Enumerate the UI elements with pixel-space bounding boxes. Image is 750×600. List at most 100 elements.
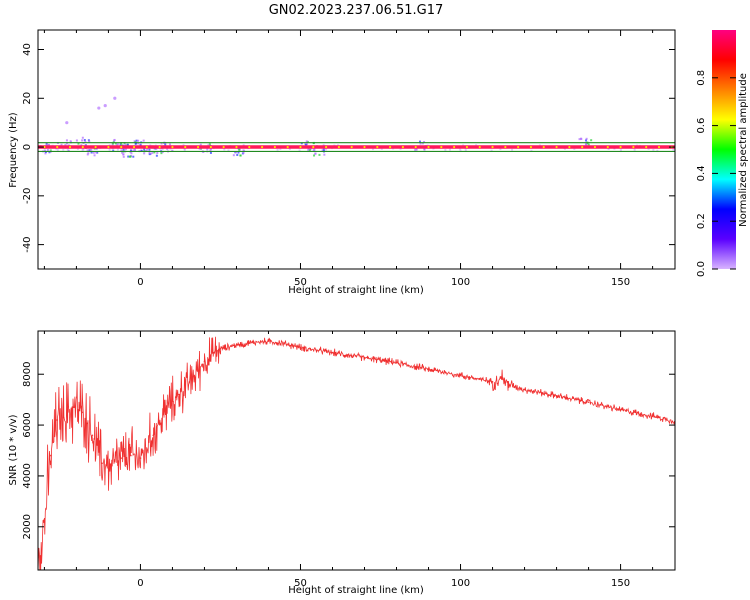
spectrogram-cell (656, 149, 659, 152)
spectrogram-cell (92, 151, 95, 154)
spectrogram-cell (307, 148, 310, 151)
trace-marker (209, 145, 212, 149)
spectrogram-cell (108, 148, 111, 151)
spectrogram-cell (499, 148, 502, 151)
colorbar-tick-label: 0.6 (696, 118, 707, 134)
trace-marker (453, 145, 456, 149)
spectrogram-cell (413, 148, 416, 151)
snr-x-tick-label: 100 (451, 578, 470, 589)
trace-marker (196, 145, 200, 149)
spectrogram-cell (143, 148, 146, 151)
spectrogram-y-tick-label: -40 (22, 236, 33, 252)
trace-marker (171, 145, 174, 149)
colorbar-bar (712, 30, 736, 269)
spectrogram-cell (65, 139, 68, 142)
snr-data-point (62, 416, 65, 419)
spectrogram-cell (80, 144, 83, 147)
spectrogram-x-tick-label: 50 (294, 277, 307, 288)
snr-data-point (331, 351, 334, 354)
snr-data-point (491, 381, 494, 383)
trace-marker (299, 145, 302, 149)
spectrogram-cell (183, 148, 186, 151)
trace-marker (286, 145, 289, 149)
spectrogram-cell (607, 147, 610, 150)
trace-marker (593, 145, 597, 149)
spectrogram-cell (322, 149, 325, 152)
spectrogram-cell (108, 144, 111, 147)
spectrogram-cell (647, 147, 650, 150)
snr-data-point (555, 395, 558, 397)
spectrogram-cell (47, 144, 50, 147)
spectrogram-cell (235, 151, 238, 154)
spectrogram-cell (93, 154, 96, 157)
colorbar-tick-label: 0.4 (696, 165, 707, 181)
trace-marker (324, 145, 328, 149)
spectrogram-cell (619, 149, 622, 152)
trace-marker (363, 145, 366, 149)
snr-y-tick-label: 8000 (22, 361, 33, 386)
spectrogram-cell (126, 143, 129, 146)
spectrogram-cell (164, 143, 167, 146)
spectrogram-cell (304, 143, 307, 146)
spectrogram-cell (124, 143, 127, 146)
spectrogram-cell (134, 142, 137, 145)
snr-data-point (651, 415, 654, 417)
trace-marker (145, 145, 148, 149)
snr-data-point (110, 464, 113, 467)
figure-title: GN02.2023.237.06.51.G17 (269, 3, 444, 18)
snr-data-point (427, 368, 430, 370)
spectrogram-cell (209, 148, 212, 151)
spectrogram-cell (585, 143, 588, 146)
outlier-point (113, 96, 117, 100)
spectrogram-cell (43, 149, 46, 152)
spectrogram-cell (88, 140, 91, 143)
spectrogram-x-tick-label: 0 (137, 277, 143, 288)
spectrogram-cell (444, 148, 447, 151)
spectrogram-cell (132, 149, 135, 152)
spectrogram-cell (127, 155, 130, 158)
spectrogram-cell (122, 148, 125, 151)
trace-marker (581, 145, 584, 149)
colorbar-ticks: 0.0 0.2 0.4 0.6 0.8 (696, 70, 736, 277)
spectrogram-cell (159, 147, 162, 150)
snr-y-axis-label: SNR (10 * v/v) (8, 414, 19, 485)
outlier-point (65, 121, 69, 125)
colorbar-tick-label: 0.0 (696, 261, 707, 277)
spectrogram-cell (139, 144, 142, 147)
spectrogram-cell (84, 144, 87, 147)
snr-data-point (507, 383, 510, 386)
snr-data-point (178, 393, 180, 396)
spectrogram-cell (183, 149, 186, 152)
trace-marker (222, 145, 225, 149)
trace-marker (248, 145, 251, 149)
trace-marker (56, 145, 59, 149)
snr-data-point (139, 457, 142, 459)
spectrogram-cell (206, 147, 209, 150)
trace-marker (389, 145, 392, 149)
spectrogram-cell (584, 139, 587, 142)
trace-marker (504, 145, 507, 149)
spectrogram-cell (155, 147, 158, 150)
spectrogram-cell (90, 148, 93, 151)
spectrogram-cell (151, 151, 154, 154)
colorbar-tick-label: 0.2 (696, 213, 707, 229)
spectrogram-cell (371, 148, 374, 151)
trace-marker (645, 145, 648, 149)
outlier-point (97, 106, 101, 110)
spectrogram-cell (135, 139, 138, 142)
spectrogram-cell (155, 154, 158, 157)
spectrogram-cell (321, 149, 324, 152)
spectrogram-cell (86, 153, 89, 156)
spectrogram-cell (64, 144, 67, 147)
spectrogram-cell (232, 154, 235, 157)
spectrogram-cell (421, 142, 424, 145)
trace-marker (657, 145, 661, 149)
trace-marker (632, 145, 635, 149)
spectrogram-cell (208, 143, 211, 146)
spectrogram-cell (137, 142, 140, 145)
snr-data-point (203, 360, 206, 363)
snr-x-tick-label: 50 (294, 578, 307, 589)
trace-marker (273, 145, 276, 149)
snr-data-point (56, 419, 59, 421)
spectrogram-cell (81, 139, 84, 142)
